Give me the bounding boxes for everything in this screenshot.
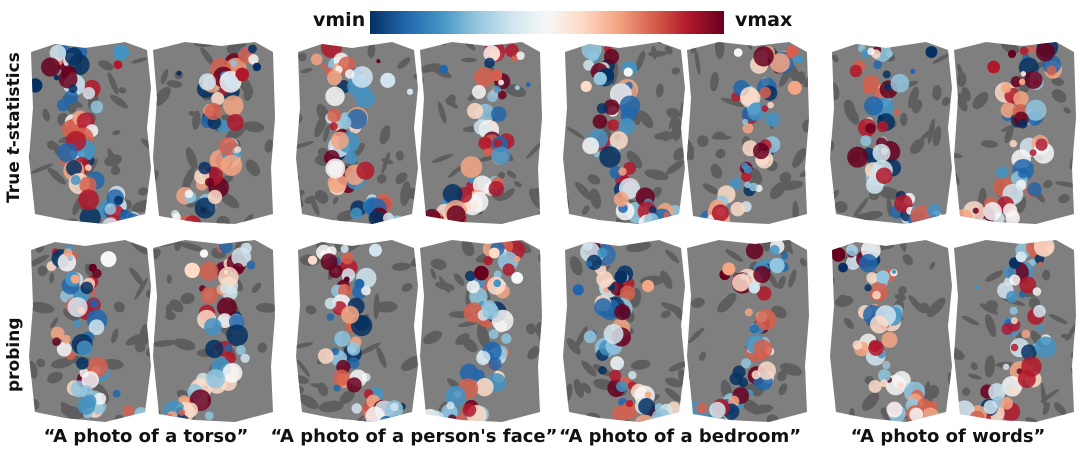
flatmap-panel-r2-c1 xyxy=(25,236,277,426)
flatmap-panel-r1-c4 xyxy=(826,38,1078,228)
colorbar xyxy=(370,11,724,34)
caption-torso: “A photo of a torso” xyxy=(43,426,249,447)
hemisphere-right xyxy=(954,42,1076,224)
caption-face: “A photo of a person's face” xyxy=(270,426,558,447)
flatmap-panel-r2-c2 xyxy=(292,236,544,426)
colorbar-max-label: vmax xyxy=(735,9,793,31)
flatmap-panel-r2-c3 xyxy=(559,236,811,426)
flatmap-panel-r1-c3 xyxy=(559,38,811,228)
caption-words: “A photo of words” xyxy=(850,426,1046,447)
flatmap-panel-r1-c1 xyxy=(25,38,277,228)
colorbar-min-label: vmin xyxy=(313,9,366,31)
hemisphere-left xyxy=(830,42,952,224)
flatmap-panel-r1-c2 xyxy=(292,38,544,228)
caption-bedroom: “A photo of a bedroom” xyxy=(558,426,802,447)
row-label-probing: probing xyxy=(4,317,24,393)
row-label-true-t-statistics: True t-statistics xyxy=(4,52,24,203)
flatmap-panel-r2-c4 xyxy=(826,236,1078,426)
